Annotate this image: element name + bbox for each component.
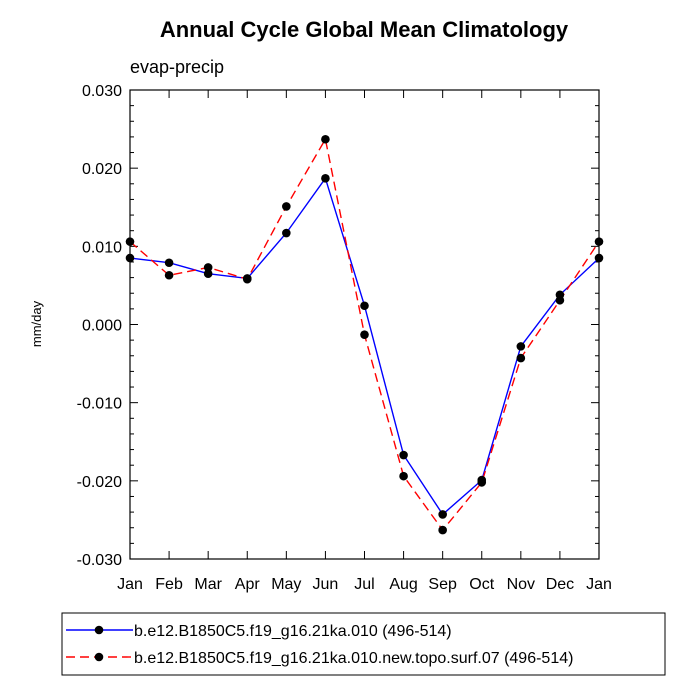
series-1-point (125, 253, 135, 263)
series-1-point (321, 174, 330, 183)
y-axis-label: mm/day (29, 300, 44, 347)
series-1-point (438, 510, 447, 519)
x-axis-ticks: Jan Feb Mar Apr May Jun Jul Aug Sep Oct Nov Dec Jan (117, 90, 612, 593)
series-2-point (203, 263, 213, 272)
x-tick-label: Mar (194, 576, 222, 593)
x-tick-label: Aug (389, 576, 417, 593)
y-tick-label: -0.010 (77, 396, 122, 413)
legend-marker-1 (94, 625, 104, 635)
series-2-point (516, 353, 526, 363)
series-2-point (164, 270, 174, 280)
series-2-point (555, 295, 565, 305)
x-tick-label: May (271, 576, 301, 593)
x-tick-label: Jan (117, 576, 143, 593)
chart-title: Annual Cycle Global Mean Climatology (160, 17, 569, 42)
series-2-point (125, 237, 135, 246)
x-tick-label: Oct (469, 576, 494, 593)
x-tick-label: Dec (546, 576, 574, 593)
x-tick-label: Nov (507, 576, 535, 593)
series-2-point (321, 134, 330, 144)
series-1-point (164, 258, 174, 268)
series-2-point (399, 471, 408, 481)
legend: b.e12.B1850C5.f19_g16.21ka.010 (496-514)… (66, 623, 573, 667)
series-1-point (399, 450, 408, 460)
chart-subtitle: evap-precip (130, 57, 224, 77)
series-layer (125, 134, 604, 535)
series-2-point (594, 237, 604, 246)
legend-marker-2 (94, 652, 104, 662)
x-tick-label: Sep (428, 576, 457, 593)
x-tick-label: Apr (235, 576, 261, 593)
legend-box (61, 612, 666, 676)
series-2-point (360, 330, 369, 339)
y-tick-label: 0.010 (82, 239, 122, 256)
series-2-point (438, 525, 447, 535)
series-1-point (516, 342, 526, 351)
y-tick-label: 0.000 (82, 318, 122, 335)
series-1-point (282, 228, 291, 238)
y-tick-label: 0.020 (82, 161, 122, 178)
series-2-point (477, 478, 487, 487)
legend-label-1: b.e12.B1850C5.f19_g16.21ka.010 (496-514) (134, 623, 452, 640)
plot-frame (129, 89, 600, 560)
y-axis-ticks: 0.030 0.020 0.010 0.000 -0.010 -0.020 -0.030 (77, 83, 599, 569)
x-tick-label: Jul (354, 576, 374, 593)
x-tick-label: Feb (155, 576, 183, 593)
series-1-point (594, 253, 604, 263)
x-tick-label: Jun (313, 576, 339, 593)
y-tick-label: -0.020 (77, 474, 122, 491)
series-2-point (242, 274, 252, 284)
y-tick-label: -0.030 (77, 552, 122, 569)
series-1-point (360, 301, 369, 311)
x-tick-label: Jan (586, 576, 612, 593)
series-1-point (203, 269, 213, 278)
legend-label-2: b.e12.B1850C5.f19_g16.21ka.010.new.topo.… (134, 650, 573, 667)
y-tick-label: 0.030 (82, 83, 122, 100)
series-2-point (282, 202, 291, 211)
